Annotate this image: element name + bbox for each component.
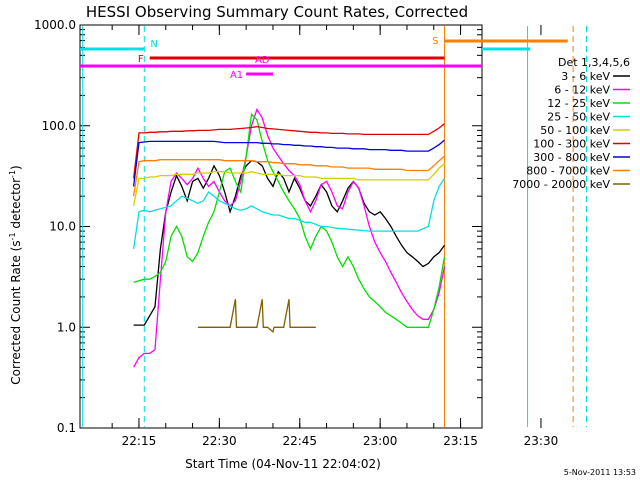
state-bar-label: A1 — [230, 70, 243, 81]
y-tick-label: 1.0 — [57, 320, 76, 334]
plot-frame — [79, 24, 483, 429]
legend-entry-label: 100 - 300 keV — [533, 138, 610, 151]
y-tick-label: 100.0 — [42, 119, 76, 133]
series-line — [132, 123, 445, 179]
series-line — [132, 178, 446, 249]
y-tick-label: 1000.0 — [34, 18, 76, 32]
legend-title: Det 1,3,4,5,6 — [558, 56, 630, 69]
x-tick-label: 22:30 — [202, 434, 237, 448]
state-bar-label: F — [138, 54, 144, 65]
legend-entry-label: 25 - 50 keV — [547, 111, 610, 124]
chart-title: HESSI Observing Summary Count Rates, Cor… — [86, 3, 468, 21]
series-line — [133, 107, 446, 368]
x-tick-label: 23:00 — [363, 434, 398, 448]
legend-entry-label: 6 - 12 keV — [554, 84, 610, 97]
legend-entry-label: 12 - 25 keV — [547, 97, 610, 110]
state-bar-label: AD — [255, 55, 270, 66]
series-line — [132, 139, 445, 187]
y-tick-label: 10.0 — [49, 220, 76, 234]
x-tick-label: 22:45 — [282, 434, 317, 448]
footer-date: 5-Nov-2011 13:53 — [564, 468, 636, 477]
series-line — [132, 155, 445, 197]
x-axis-label: Start Time (04-Nov-11 22:04:02) — [185, 457, 381, 471]
legend-entry-label: 50 - 100 keV — [540, 124, 610, 137]
y-tick-label: 0.1 — [57, 421, 76, 435]
series-line — [133, 160, 446, 326]
x-tick-label: 22:15 — [122, 434, 157, 448]
series-line — [133, 112, 446, 328]
state-bar-label: S — [432, 36, 438, 47]
x-tick-label: 23:15 — [443, 434, 478, 448]
legend-entry-label: 3 - 6 keV — [561, 70, 610, 83]
series-line — [197, 299, 316, 334]
y-axis-label: Corrected Count Rate (s-1 detector-1) — [8, 165, 23, 384]
series-line — [132, 163, 445, 207]
state-bar-label: N — [150, 39, 157, 50]
x-tick-label: 23:30 — [524, 434, 559, 448]
legend-entry-label: 7000 - 20000 keV — [512, 178, 610, 191]
legend-entry-label: 800 - 7000 keV — [526, 165, 610, 178]
legend-entry-label: 300 - 800 keV — [533, 151, 610, 164]
plot-area: 0.1 1.0 10.0 100.0 1000.0 22:15 22:30 22:45 23:0… — [34, 18, 588, 448]
